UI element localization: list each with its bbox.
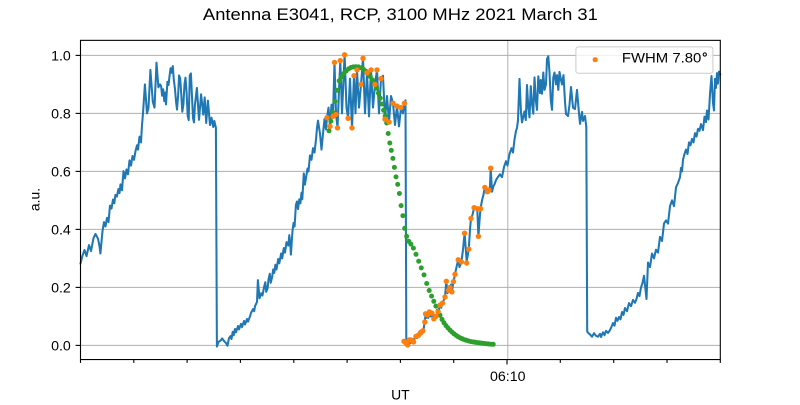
svg-text:06:10: 06:10 [490, 369, 526, 385]
svg-text:0.0: 0.0 [51, 339, 71, 355]
svg-text:FWHM 7.80: FWHM 7.80 [622, 51, 701, 66]
svg-text:Antenna E3041, RCP, 3100 MHz 2: Antenna E3041, RCP, 3100 MHz 2021 March … [203, 6, 598, 24]
svg-text:0.6: 0.6 [51, 165, 71, 181]
svg-text:0.8: 0.8 [51, 107, 71, 123]
svg-text:0.2: 0.2 [51, 281, 71, 297]
svg-text:UT: UT [391, 386, 410, 400]
svg-text:a.u.: a.u. [26, 188, 42, 211]
svg-text:1.0: 1.0 [51, 49, 71, 65]
svg-text:0.4: 0.4 [51, 223, 71, 239]
